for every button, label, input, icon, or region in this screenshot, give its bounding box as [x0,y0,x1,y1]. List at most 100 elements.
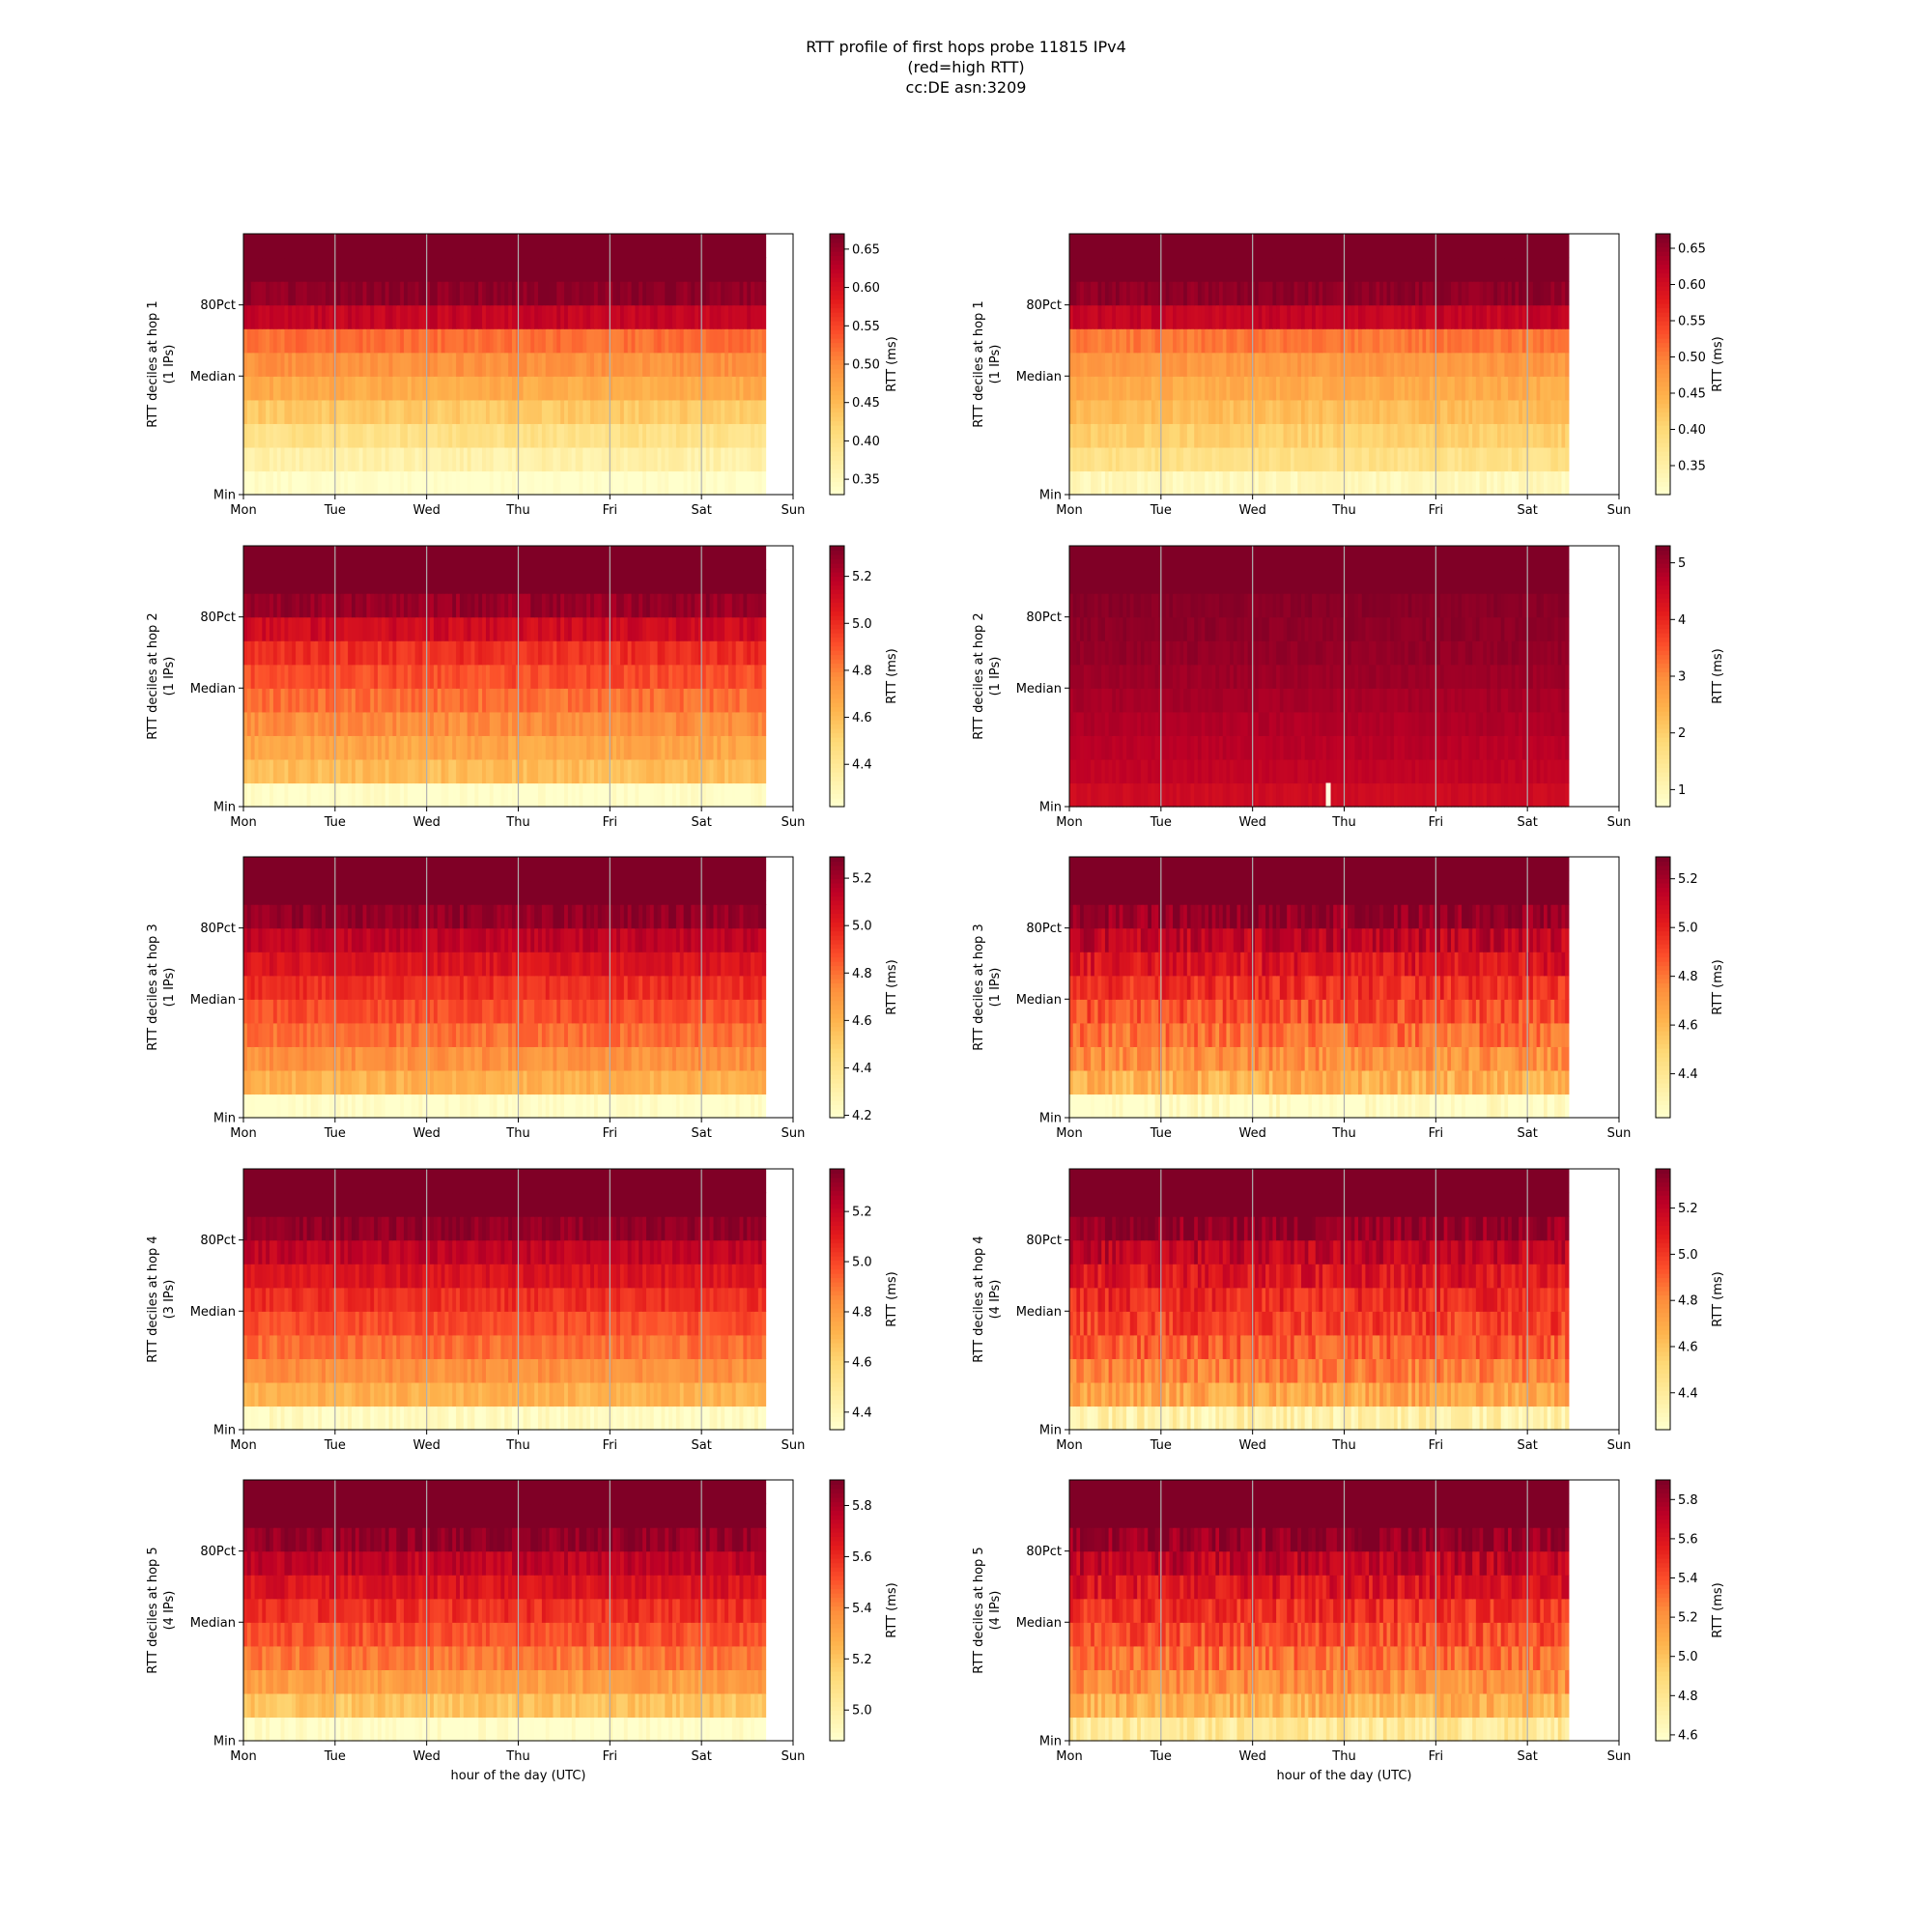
heatmap-cell [701,688,707,713]
heatmap-cell [717,399,722,424]
heatmap-cell [276,546,282,571]
heatmap-cell [422,782,427,808]
heatmap-cell [388,352,394,377]
heatmap-cell [296,423,300,448]
heatmap-cell [414,234,420,259]
heatmap-cell [328,640,334,666]
heatmap-cell [683,281,689,306]
heatmap-cell [1557,352,1563,377]
heatmap-cell [1133,423,1138,448]
heatmap-cell [444,352,449,377]
heatmap-cell [1329,257,1334,282]
heatmap-cell [351,446,356,472]
heatmap-cell [735,569,741,594]
heatmap-cell [1447,423,1452,448]
heatmap-cell [1208,376,1213,401]
heatmap-cell [560,688,565,713]
heatmap-cell [280,423,286,448]
heatmap-cell [612,304,617,329]
heatmap-cell [549,688,554,713]
heatmap-cell [1222,782,1228,808]
heatmap-cell [605,616,610,641]
heatmap-cell [1547,376,1551,401]
heatmap-cell [258,234,263,259]
heatmap-cell [1426,352,1431,377]
heatmap-cell [1201,470,1206,496]
heatmap-cell [538,616,543,641]
heatmap-cell [270,593,274,618]
heatmap-cell [560,257,565,282]
heatmap-cell [1426,304,1431,329]
heatmap-cell [254,399,260,424]
heatmap-cell [675,593,681,618]
heatmap-cell [1190,423,1195,448]
heatmap-cell [478,281,483,306]
heatmap-cells [1069,234,1570,496]
heatmap-cell [623,470,629,496]
heatmap-cell [1372,446,1378,472]
heatmap-cell [396,782,401,808]
heatmap-cell [698,664,703,689]
heatmap-cell [616,470,621,496]
heatmap-cell [392,711,397,736]
heatmap-cell [272,664,278,689]
heatmap-cell [743,352,748,377]
heatmap-cell [351,546,356,571]
x-tick-label: Sun [781,815,806,830]
heatmap-cell [553,688,557,713]
heatmap-cell [1511,304,1517,329]
x-tick-label: Wed [412,503,440,518]
heatmap-cell [743,664,748,689]
colorbar-segment [1656,434,1670,440]
heatmap-cell [1340,234,1345,259]
heatmap-cell [1458,352,1463,377]
heatmap-cell [463,569,469,594]
x-tick-label: Thu [1331,503,1355,518]
heatmap-cell [1547,423,1551,448]
heatmap-cell [497,569,502,594]
heatmap-cell [567,616,573,641]
heatmap-cell [665,735,669,760]
heatmap-cell [597,470,603,496]
heatmap-cell [679,664,685,689]
heatmap-cell [310,593,315,618]
heatmap-cell [1358,470,1363,496]
heatmap-cell [1126,352,1131,377]
heatmap-cell [743,735,748,760]
heatmap-cell [512,376,517,401]
heatmap-cell [1179,328,1184,354]
heatmap-cell [292,688,297,713]
heatmap-cell [709,758,715,784]
colorbar-tick-label: 4.8 [852,664,872,678]
heatmap-cell [1497,352,1502,377]
heatmap-cell [362,616,368,641]
heatmap-cell [407,735,412,760]
heatmap-cell [1243,234,1249,259]
heatmap-cell [519,616,525,641]
heatmap-cell [1287,257,1292,282]
heatmap-cell [526,664,531,689]
heatmap-cell [1493,328,1498,354]
heatmap-cell [388,281,394,306]
heatmap-cell [593,423,599,448]
heatmap-cell [325,758,330,784]
heatmap-cell [262,640,267,666]
heatmap-cell [336,304,341,329]
heatmap-cell [695,257,699,282]
heatmap-cell [1462,281,1466,306]
heatmap-cell [1529,376,1534,401]
heatmap-cell [456,376,461,401]
heatmap-cell [1258,352,1263,377]
heatmap-cell [448,304,453,329]
heatmap-cell [404,399,409,424]
heatmap-cell [422,758,427,784]
heatmap-cell [695,711,699,736]
heatmap-cell [567,569,573,594]
heatmap-cell [250,664,256,689]
heatmap-cell [322,782,327,808]
heatmap-cell [1333,281,1338,306]
heatmap-cell [448,569,453,594]
heatmap-cell [1422,423,1427,448]
heatmap-cell [296,782,300,808]
heatmap-cell [430,688,435,713]
